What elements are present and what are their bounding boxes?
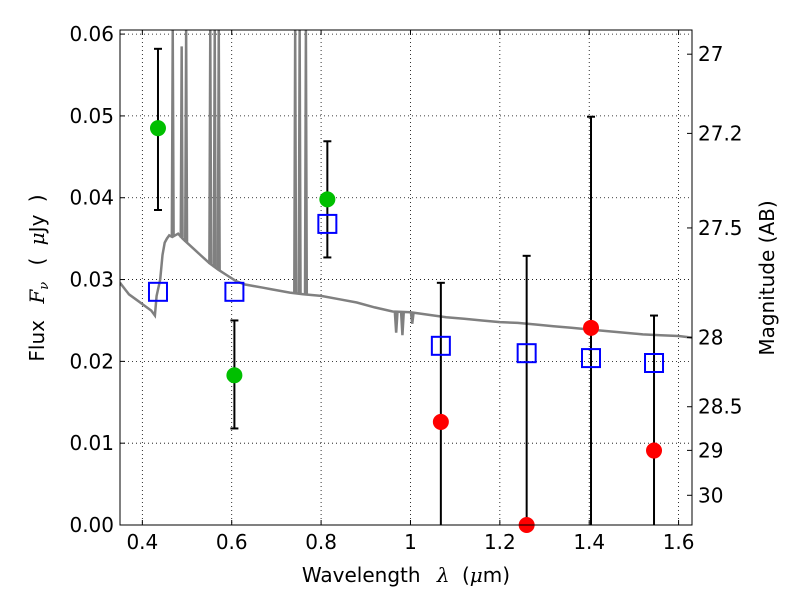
magnitude-axis-label: Magnitude (AB) [755, 200, 779, 355]
model-emission-line [183, 30, 189, 242]
model-emission-line [212, 30, 217, 268]
model-photometry-marker [317, 213, 338, 234]
model-emission-line [208, 30, 213, 264]
model-photometry-marker [224, 281, 245, 302]
x-tick-label: 0.6 [216, 530, 248, 554]
y-tick-label: 0.01 [69, 431, 114, 455]
x-axis-label-unit-mu: μ [470, 563, 483, 587]
model-photometry-marker [644, 353, 665, 373]
magnitude-tick-label: 27.5 [698, 216, 743, 240]
y-axis-label-subscript: ν [37, 282, 52, 290]
model-absorption-line [393, 311, 399, 333]
grid [120, 30, 692, 526]
x-tick-label: 1.6 [663, 530, 695, 554]
model-photometry-marker [581, 348, 602, 369]
model-emission-line [170, 30, 175, 237]
x-tick-label: 0.8 [305, 530, 337, 554]
model-photometry-marker [430, 335, 451, 356]
y-axis-label-unit-close: ) [25, 194, 49, 202]
axis-ticks: 0.4 0.6 0.8 1 1.2 1.4 1.6 0.00 0.01 0.02 0.03 0.04 0… [69, 22, 742, 554]
green-data-point [149, 120, 166, 137]
y-axis-label-unit-open: ( [25, 258, 49, 266]
model-emission-line [293, 30, 298, 294]
x-tick-label: 1.2 [484, 530, 516, 554]
magnitude-tick-label: 28.5 [698, 395, 743, 419]
green-data-point [226, 367, 243, 384]
y-tick-label: 0.00 [69, 513, 114, 537]
x-tick-label: 1 [404, 530, 417, 554]
x-axis-label-unit-open: ( [462, 563, 470, 587]
y-tick-label: 0.05 [69, 104, 114, 128]
magnitude-tick-label: 29 [698, 438, 723, 462]
x-tick-label: 0.4 [126, 530, 158, 554]
model-photometry-marker [516, 343, 537, 364]
plot-area [120, 30, 692, 339]
y-axis-label-unit-rest: Jy [25, 214, 49, 234]
y-tick-label: 0.06 [69, 22, 114, 46]
model-absorption-line [399, 311, 406, 336]
y-axis-label-symbol: F [25, 289, 49, 305]
y-tick-label: 0.03 [69, 268, 114, 292]
magnitude-tick-label: 27.2 [698, 121, 743, 145]
magnitude-tick-label: 28 [698, 326, 723, 350]
model-absorption-line [409, 312, 415, 324]
y-tick-label: 0.02 [69, 349, 114, 373]
red-data-point [646, 442, 663, 459]
model-photometry-marker [147, 281, 168, 302]
x-axis-label-main: Wavelength [302, 563, 421, 587]
x-tick-label: 1.4 [573, 530, 605, 554]
model-spectrum-line [120, 232, 692, 339]
plot-frame [119, 29, 693, 526]
y-axis-label: Flux Fν ( μJy ) [25, 194, 53, 361]
magnitude-tick-label: 30 [698, 483, 723, 507]
x-axis-label-symbol: λ [436, 563, 450, 587]
model-emission-line [216, 30, 221, 271]
y-axis-label-main: Flux [25, 320, 49, 362]
model-emission-line [179, 46, 184, 238]
x-axis-label: Wavelength λ (μm) [302, 563, 510, 587]
model-emission-line [297, 30, 302, 294]
green-data-point [319, 191, 336, 208]
red-data-point [432, 413, 449, 430]
red-data-point [583, 319, 600, 336]
model-emission-line [303, 30, 309, 295]
y-axis-label-unit-mu: μ [25, 232, 49, 245]
y-tick-label: 0.04 [69, 186, 114, 210]
magnitude-tick-label: 27 [698, 42, 723, 66]
x-axis-label-unit-rest: m) [483, 563, 510, 587]
